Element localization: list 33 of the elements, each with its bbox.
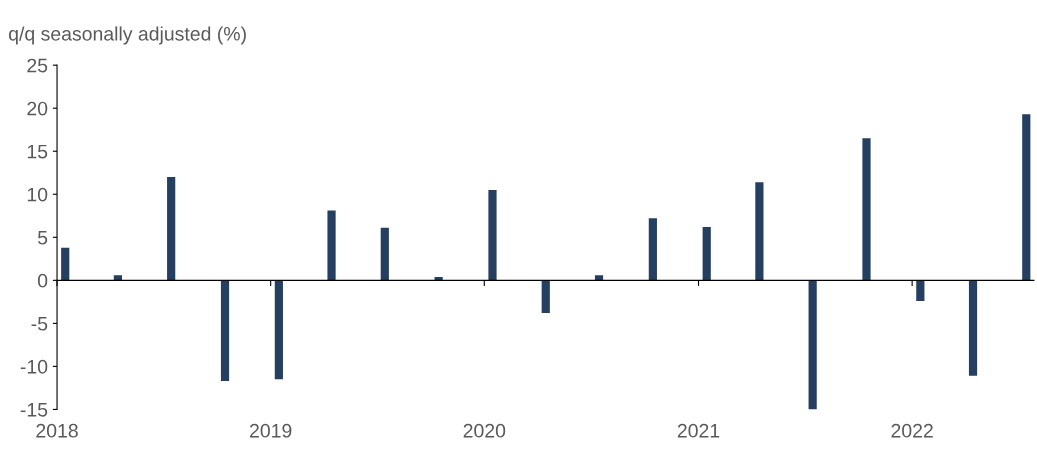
y-tick-label: 20 — [27, 101, 48, 116]
bar — [648, 218, 657, 281]
x-tick-label: 2022 — [891, 423, 933, 438]
bar — [380, 227, 389, 281]
bar — [862, 138, 871, 281]
y-tick-label: -10 — [20, 359, 48, 374]
x-tick-label: 2020 — [463, 423, 506, 438]
bar — [702, 226, 711, 281]
bar — [113, 275, 122, 281]
bar — [488, 189, 497, 281]
x-tick-label: 2021 — [677, 423, 720, 438]
bar — [220, 280, 230, 382]
y-tick-label: 10 — [27, 187, 48, 202]
bar — [327, 210, 336, 281]
bar — [808, 280, 817, 410]
x-tick-label: 2019 — [250, 423, 292, 438]
y-tick-label: -5 — [31, 317, 48, 331]
bar — [167, 177, 176, 281]
bar — [916, 280, 925, 301]
bar — [274, 280, 283, 380]
y-tick-label: 15 — [27, 144, 48, 159]
bar — [1022, 114, 1031, 281]
bar — [61, 247, 70, 281]
y-tick-label: 5 — [37, 230, 48, 245]
x-tick-label: 2018 — [36, 423, 78, 438]
bar — [755, 182, 764, 281]
bar — [541, 280, 550, 314]
y-axis-title: q/q seasonally adjusted (%) — [9, 26, 246, 45]
y-tick-label: 0 — [37, 273, 48, 288]
y-tick-label: -15 — [20, 403, 48, 417]
bar — [968, 280, 978, 376]
y-tick-label: 25 — [27, 58, 48, 73]
bar — [594, 275, 604, 281]
